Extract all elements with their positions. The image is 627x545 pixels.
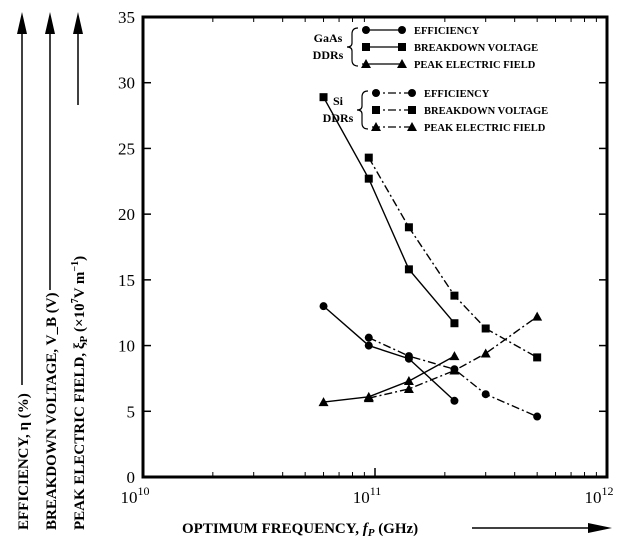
legend-entry-label: BREAKDOWN VOLTAGE [414,43,538,54]
x-axis-arrowhead [588,523,612,533]
legend-entry-label: BREAKDOWN VOLTAGE [424,106,548,117]
data-point-square [319,93,328,102]
data-point-circle [450,396,459,405]
data-point-triangle [449,365,460,375]
data-point-square [481,324,490,333]
legend-group-label: DDRs [313,48,344,62]
legend-marker-square [362,43,370,51]
y-tick-label: 25 [118,139,135,158]
y-axis-label-breakdown-group: BREAKDOWN VOLTAGE, V_B (V) [44,12,60,530]
legend-entry-label: PEAK ELECTRIC FIELD [424,123,546,134]
data-point-square [450,291,459,300]
data-point-circle [319,302,328,311]
series-si-triangle [363,311,543,403]
y-tick-label: 30 [118,74,135,93]
legend-marker-circle [372,89,380,97]
series-line [323,355,455,403]
data-point-triangle [480,348,491,358]
legend-group-label: GaAs [314,31,343,45]
series-layer [318,93,543,421]
y-axis-label-breakdown: BREAKDOWN VOLTAGE, V_B (V) [44,292,60,530]
legend-entry-label: EFFICIENCY [414,26,480,37]
axis-ticks: 0 5 10 15 20 25 30 35 1010 1011 1012 [118,8,614,507]
legend-marker-triangle [361,59,371,68]
legend-marker-square [372,106,380,114]
data-point-circle [364,341,373,350]
data-point-circle [481,390,490,399]
legend-marker-square [408,106,416,114]
series-line [368,157,538,359]
data-point-triangle [532,311,543,321]
data-point-triangle [403,383,414,393]
y-axis-label-efficiency: EFFICIENCY, η (%) [16,393,32,530]
y-axis-label-efficiency-group: EFFICIENCY, η (%) [16,12,32,530]
data-point-square [450,319,459,328]
x-tick-label: 1010 [121,484,150,507]
series-line [323,305,455,402]
data-point-square [533,353,542,362]
y-tick-label: 20 [118,205,135,224]
legend-marker-circle [362,26,370,34]
legend: GaAs DDRs EFFICIENCY BREAKDOWN VOLTAGE PEAK … [313,26,548,134]
data-point-square [364,174,373,183]
legend-marker-triangle [397,59,407,68]
data-point-circle [364,333,373,342]
series-gaas-square [319,93,459,328]
legend-marker-circle [408,89,416,97]
x-axis-label-group: OPTIMUM FREQUENCY, fP (GHz) [182,521,612,539]
legend-marker-triangle [371,122,381,131]
y-axis-arrowhead-peakfield [73,12,83,34]
y-axis-arrowhead-breakdown [45,12,55,34]
series-line [368,337,538,418]
y-tick-label: 15 [118,271,135,290]
data-point-square [404,265,413,274]
y-tick-label: 35 [118,8,135,27]
plot-frame [141,15,609,479]
data-point-square [364,153,373,162]
data-point-triangle [318,397,329,407]
series-si-square [364,153,542,362]
legend-marker-triangle [407,122,417,131]
y-tick-label: 5 [127,402,136,421]
data-point-triangle [403,376,414,386]
y-axis-arrowhead-efficiency [17,12,27,34]
x-tick-label: 1011 [353,484,382,507]
data-point-square [404,223,413,232]
data-point-circle [533,412,542,421]
series-gaas-triangle [318,351,460,407]
x-tick-label: 1012 [585,484,614,507]
legend-group-label: DDRs [323,111,354,125]
series-si-circle [364,333,542,421]
legend-marker-circle [398,26,406,34]
y-axis-label-peakfield-group: PEAK ELECTRIC FIELD, ξP (×107V m−1) [70,12,90,530]
legend-entry-label: EFFICIENCY [424,89,490,100]
data-point-circle [404,352,413,361]
legend-marker-square [398,43,406,51]
data-point-triangle [363,393,374,403]
data-point-triangle [449,351,460,361]
legend-entry-label: PEAK ELECTRIC FIELD [414,60,536,71]
x-axis-label: OPTIMUM FREQUENCY, fP (GHz) [182,521,418,539]
y-axis-label-peakfield: PEAK ELECTRIC FIELD, ξP (×107V m−1) [70,256,90,530]
y-tick-label: 10 [118,337,135,356]
series-line [368,316,538,399]
legend-brace [346,27,359,67]
legend-group-label: Si [333,94,344,108]
legend-brace [356,90,369,130]
y-tick-label: 0 [127,468,136,487]
series-line [322,96,455,324]
